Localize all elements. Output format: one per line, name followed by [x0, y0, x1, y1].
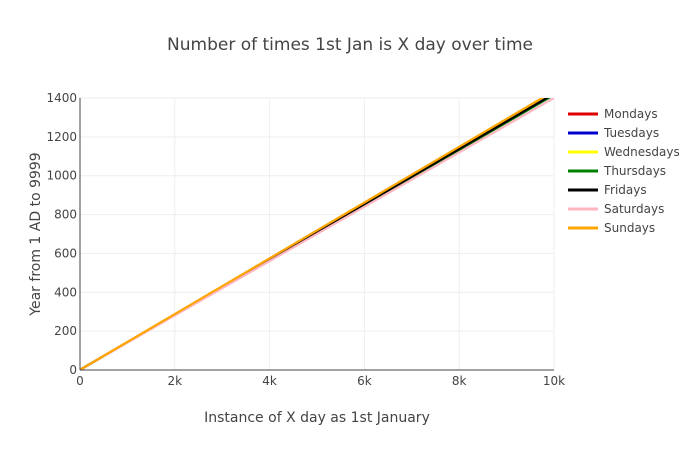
x-axis-title: Instance of X day as 1st January [204, 410, 430, 426]
legend-item-mondays[interactable]: Mondays [568, 107, 658, 121]
legend-item-thursdays[interactable]: Thursdays [568, 164, 666, 178]
legend: Mondays Tuesdays Wednesdays Thursdays Friday… [568, 107, 680, 235]
x-tick-label: 8k [452, 374, 467, 388]
tick-labels: 0 2k 4k 6k 8k 10k 0 200 400 600 800 1000 1200 1400 [46, 91, 565, 388]
y-tick-label: 1200 [46, 130, 77, 144]
legend-item-saturdays[interactable]: Saturdays [568, 202, 664, 216]
legend-label: Sundays [604, 221, 655, 235]
y-tick-label: 200 [54, 324, 77, 338]
x-tick-label: 2k [168, 374, 183, 388]
legend-label: Tuesdays [603, 126, 659, 140]
y-axis-title: Year from 1 AD to 9999 [28, 152, 44, 316]
y-tick-label: 1400 [46, 91, 77, 105]
legend-label: Mondays [604, 107, 658, 121]
legend-label: Wednesdays [604, 145, 680, 159]
x-tick-label: 0 [76, 374, 84, 388]
y-tick-label: 800 [54, 208, 77, 222]
chart-title: Number of times 1st Jan is X day over ti… [167, 35, 533, 55]
grid-lines [80, 97, 555, 370]
y-tick-label: 0 [69, 363, 77, 377]
legend-item-wednesdays[interactable]: Wednesdays [568, 145, 680, 159]
legend-label: Thursdays [603, 164, 666, 178]
legend-label: Fridays [604, 183, 647, 197]
legend-item-sundays[interactable]: Sundays [568, 221, 655, 235]
series-line-sundays [80, 98, 545, 370]
y-tick-label: 400 [54, 285, 77, 299]
y-tick-label: 600 [54, 246, 77, 260]
legend-item-fridays[interactable]: Fridays [568, 183, 647, 197]
axes [79, 98, 554, 371]
legend-label: Saturdays [604, 202, 664, 216]
y-tick-label: 1000 [46, 169, 77, 183]
x-tick-label: 4k [262, 374, 277, 388]
series-lines [80, 98, 554, 370]
x-tick-label: 6k [357, 374, 372, 388]
legend-item-tuesdays[interactable]: Tuesdays [568, 126, 659, 140]
x-tick-label: 10k [543, 374, 565, 388]
